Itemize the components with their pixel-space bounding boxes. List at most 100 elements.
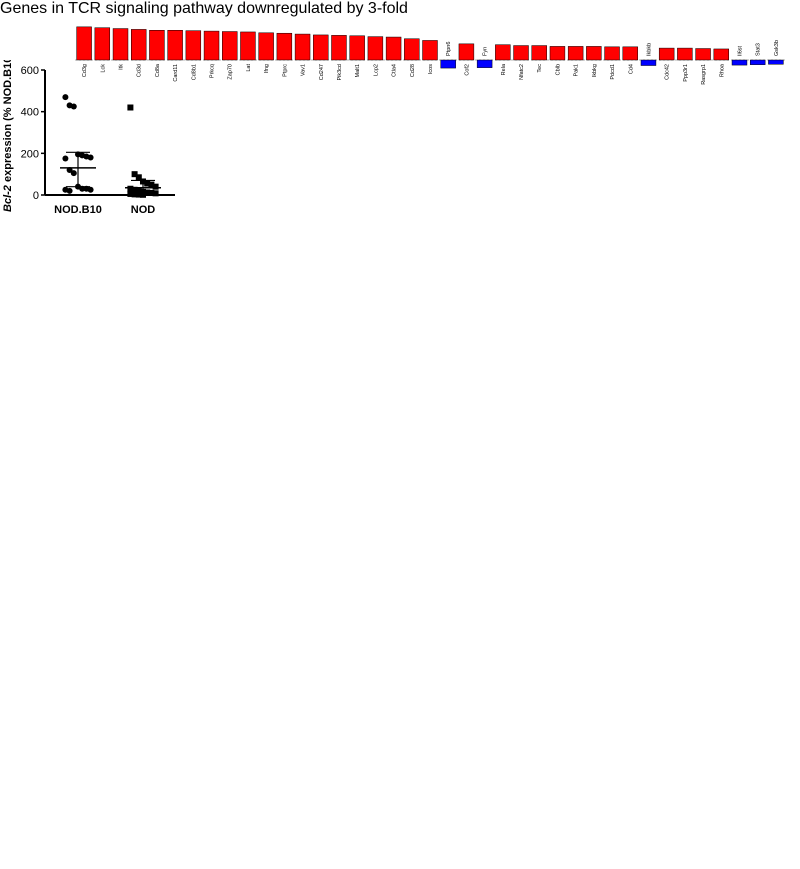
category-label: Rela xyxy=(501,63,507,75)
data-point xyxy=(62,155,69,162)
fold-change-bar xyxy=(531,45,547,61)
category-label: Fyn xyxy=(483,47,489,56)
data-point xyxy=(148,181,155,188)
fold-change-bar xyxy=(749,59,766,65)
category-label: Cof2 xyxy=(464,64,470,76)
x-category-label: NOD.B10 xyxy=(54,204,102,216)
category-label: Rhoa xyxy=(719,63,725,77)
data-point xyxy=(144,189,151,196)
category-label: Itk xyxy=(119,64,125,70)
category-label: Lcp2 xyxy=(373,64,379,76)
data-point xyxy=(87,186,94,193)
category-label: Ifng xyxy=(264,64,270,73)
category-label: Gsk3b xyxy=(774,40,780,56)
data-point xyxy=(148,189,155,196)
fold-change-bar xyxy=(167,30,183,61)
fold-change-bar xyxy=(713,48,729,61)
fold-change-bar xyxy=(94,27,111,61)
fold-change-bar xyxy=(622,46,638,61)
category-label: Stat3 xyxy=(756,43,762,56)
category-label: Cd247 xyxy=(319,64,325,80)
data-point xyxy=(87,154,94,161)
category-label: Zap70 xyxy=(228,64,234,80)
data-point xyxy=(152,183,159,190)
category-label: Ctla4 xyxy=(392,64,398,77)
category-label: Vav1 xyxy=(301,64,307,76)
category-label: Pdcd1 xyxy=(610,64,616,80)
y-tick-label: 600 xyxy=(21,65,39,77)
category-label: Cd3d xyxy=(137,64,143,77)
fold-change-bar xyxy=(203,30,220,61)
data-point xyxy=(127,104,134,111)
fold-change-bar xyxy=(640,59,657,66)
fold-change-bar xyxy=(258,32,274,61)
fold-change-bar xyxy=(276,32,293,61)
fold-change-bar xyxy=(768,59,784,65)
category-label: Rasgrp1 xyxy=(701,64,707,85)
y-tick-label: 400 xyxy=(21,107,39,119)
category-label: Prkcq xyxy=(210,64,216,78)
category-label: Lck xyxy=(100,64,106,73)
category-label: Cd4 xyxy=(628,64,634,74)
category-label: Cblb xyxy=(555,64,561,75)
fold-change-bar xyxy=(185,30,202,61)
fold-change-bar xyxy=(440,59,456,69)
data-point xyxy=(70,170,77,177)
data-point xyxy=(66,187,73,194)
bar-panel: Cd3g Lck Itk Cd3d Cd8a Card11 Cd8b1 Prkcq Zap70 L… xyxy=(75,26,785,85)
category-label: Malt1 xyxy=(355,64,361,77)
fold-change-bar xyxy=(313,34,329,61)
fold-change-bar xyxy=(240,31,256,61)
fold-change-bar xyxy=(131,29,147,61)
scatter-panel: 0 200 400 600 Bcl-2 expression (% NOD.B10) NO… xyxy=(2,60,175,216)
category-label: Nfatc2 xyxy=(519,64,525,80)
fold-change-bar xyxy=(458,43,475,61)
page-title: Genes in TCR signaling pathway downregul… xyxy=(0,0,408,17)
fold-change-bar xyxy=(513,45,529,61)
category-label: Card11 xyxy=(173,64,179,82)
data-point xyxy=(131,186,138,193)
data-point xyxy=(127,190,134,197)
fold-change-bar xyxy=(222,31,238,61)
fold-change-bar xyxy=(149,30,165,61)
y-axis-label: Bcl-2 expression (% NOD.B10) xyxy=(2,60,14,212)
fold-change-bar xyxy=(422,40,438,61)
fold-change-bar xyxy=(476,59,493,68)
fold-change-bar xyxy=(695,48,711,61)
fold-change-bar xyxy=(586,46,602,61)
data-point xyxy=(135,174,142,181)
fold-change-bar xyxy=(349,35,365,61)
data-point xyxy=(131,191,138,198)
fold-change-bar xyxy=(604,46,620,61)
category-label: Ppp3r1 xyxy=(683,64,689,82)
data-point xyxy=(135,187,142,194)
x-category-label: NOD xyxy=(131,204,156,216)
y-tick-label: 200 xyxy=(21,148,39,160)
category-label: Pik3cd xyxy=(337,64,343,81)
data-point xyxy=(152,190,159,197)
category-label: Cd3g xyxy=(82,64,88,77)
fold-change-bar xyxy=(731,59,748,66)
fold-change-bar xyxy=(367,36,384,61)
fold-change-bar xyxy=(677,47,693,61)
category-label: Cd8b1 xyxy=(191,64,197,80)
fold-change-bar xyxy=(112,28,129,61)
fold-change-bar xyxy=(658,47,675,61)
category-label: Tec xyxy=(537,64,543,73)
category-label: Lat xyxy=(246,64,252,72)
category-label: Ptprc xyxy=(282,64,288,77)
data-point xyxy=(131,171,138,178)
fold-change-bar xyxy=(294,33,311,61)
category-label: Pak1 xyxy=(574,64,580,77)
data-point xyxy=(62,94,69,101)
fold-change-bar xyxy=(385,36,402,61)
category-label: Ptpn6 xyxy=(446,42,452,56)
fold-change-bar xyxy=(567,46,584,61)
category-label: Cd28 xyxy=(410,64,416,77)
category-label: Icos xyxy=(428,64,434,74)
fold-change-bar xyxy=(331,35,347,61)
fold-change-bar xyxy=(495,44,511,61)
fold-change-bar xyxy=(404,38,420,61)
category-label: Ikbkb xyxy=(646,43,652,56)
data-point xyxy=(70,103,77,110)
